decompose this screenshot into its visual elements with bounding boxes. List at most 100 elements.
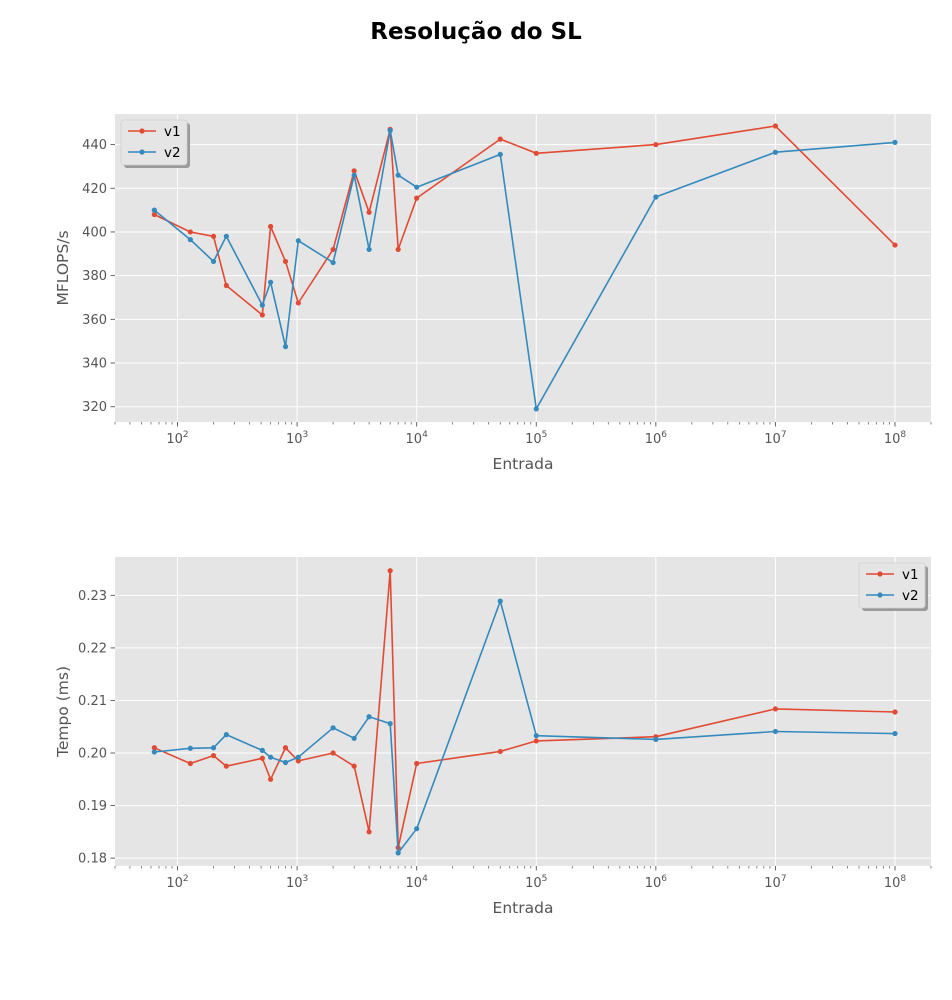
y-tick-label: 0.21 xyxy=(78,694,107,709)
y-tick-label: 420 xyxy=(82,182,107,197)
y-tick-label: 0.22 xyxy=(78,641,107,656)
data-point-v1 xyxy=(395,246,401,253)
data-point-v2 xyxy=(223,732,229,738)
data-point-v1 xyxy=(330,246,336,253)
x-axis-label: Entrada xyxy=(493,455,554,473)
plot-area xyxy=(115,557,931,866)
data-point-v1 xyxy=(267,776,274,782)
y-tick-label: 0.19 xyxy=(78,799,107,814)
x-axis-label: Entrada xyxy=(493,899,554,917)
data-point-v1 xyxy=(366,829,372,835)
data-point-v1 xyxy=(351,168,357,174)
data-point-v1 xyxy=(533,738,539,744)
y-axis-label: Tempo (ms) xyxy=(54,666,72,758)
y-tick-label: 440 xyxy=(82,138,107,153)
data-point-v2 xyxy=(387,127,393,133)
data-point-v2 xyxy=(366,246,372,253)
legend-marker-v2 xyxy=(877,592,883,598)
data-point-v2 xyxy=(533,406,539,412)
legend-label-v1: v1 xyxy=(902,567,919,583)
data-point-v1 xyxy=(497,748,503,755)
data-point-v2 xyxy=(351,172,357,178)
data-point-v2 xyxy=(892,139,898,145)
x-tick-label: 107 xyxy=(764,430,786,447)
data-point-v2 xyxy=(366,714,372,720)
figure-title: Resolução do SL xyxy=(370,19,582,45)
y-tick-label: 400 xyxy=(82,225,107,240)
data-point-v2 xyxy=(772,728,779,735)
data-point-v1 xyxy=(892,242,898,248)
x-tick-label: 104 xyxy=(406,874,429,891)
data-point-v2 xyxy=(414,184,420,190)
y-tick-label: 360 xyxy=(82,313,107,328)
data-point-v2 xyxy=(295,238,301,244)
data-point-v2 xyxy=(414,826,420,832)
data-point-v2 xyxy=(151,749,157,755)
y-tick-label: 380 xyxy=(82,269,107,284)
data-point-v1 xyxy=(772,706,779,712)
data-point-v1 xyxy=(295,758,301,764)
data-point-v1 xyxy=(151,745,157,751)
y-tick-label: 0.20 xyxy=(78,747,107,762)
y-tick-label: 340 xyxy=(82,357,107,372)
data-point-v2 xyxy=(267,754,274,760)
data-point-v1 xyxy=(210,233,217,239)
data-point-v2 xyxy=(330,725,336,731)
data-point-v2 xyxy=(387,720,393,727)
data-point-v1 xyxy=(282,258,289,265)
x-tick-label: 106 xyxy=(645,430,668,447)
x-tick-label: 103 xyxy=(286,430,308,447)
legend-label-v1: v1 xyxy=(164,124,181,140)
x-tick-label: 106 xyxy=(645,874,668,891)
legend-label-v2: v2 xyxy=(902,588,919,604)
data-point-v2 xyxy=(223,233,229,239)
data-point-v2 xyxy=(259,747,265,753)
data-point-v1 xyxy=(330,750,336,756)
data-point-v1 xyxy=(223,282,229,289)
y-tick-label: 0.18 xyxy=(78,852,107,867)
data-point-v2 xyxy=(210,745,217,751)
x-tick-label: 103 xyxy=(286,874,308,891)
data-point-v1 xyxy=(267,223,274,230)
time-chart: 102 103 104 105 106 107 108 0.18 0.19 0.20 0.21 0.2… xyxy=(54,557,932,917)
legend-marker-v2 xyxy=(139,149,145,155)
legend-marker-v1 xyxy=(139,128,145,134)
mflops-chart: 102 103 104 105 106 107 108 320 340 360 380 400 420 4… xyxy=(54,114,932,473)
x-tick-label: 105 xyxy=(525,430,547,447)
y-axis-label: MFLOPS/s xyxy=(54,230,72,305)
data-point-v2 xyxy=(351,735,357,741)
data-point-v2 xyxy=(533,733,539,739)
data-point-v1 xyxy=(533,150,539,156)
data-point-v1 xyxy=(497,136,503,142)
data-point-v1 xyxy=(414,195,420,201)
data-point-v1 xyxy=(653,141,659,148)
x-tick-label: 102 xyxy=(166,874,188,891)
data-point-v2 xyxy=(653,194,659,200)
data-point-v2 xyxy=(187,745,193,751)
x-tick-label: 108 xyxy=(884,874,907,891)
data-point-v2 xyxy=(295,754,301,760)
y-tick-label: 0.23 xyxy=(78,589,107,604)
data-point-v1 xyxy=(282,745,289,751)
data-point-v2 xyxy=(892,730,898,737)
data-point-v2 xyxy=(497,151,503,158)
x-tick-label: 108 xyxy=(884,430,907,447)
y-tick-label: 320 xyxy=(82,400,107,415)
data-point-v1 xyxy=(187,760,193,767)
data-point-v1 xyxy=(351,763,357,769)
x-tick-label: 105 xyxy=(525,874,547,891)
data-point-v1 xyxy=(295,300,301,306)
data-point-v2 xyxy=(395,850,401,856)
legend-label-v2: v2 xyxy=(164,145,181,161)
data-point-v1 xyxy=(366,209,372,215)
data-point-v2 xyxy=(282,344,289,350)
data-point-v2 xyxy=(267,279,274,285)
legend-marker-v1 xyxy=(877,571,883,577)
data-point-v2 xyxy=(282,759,289,766)
data-point-v1 xyxy=(210,753,217,759)
x-tick-label: 107 xyxy=(764,874,786,891)
data-point-v2 xyxy=(151,207,157,213)
